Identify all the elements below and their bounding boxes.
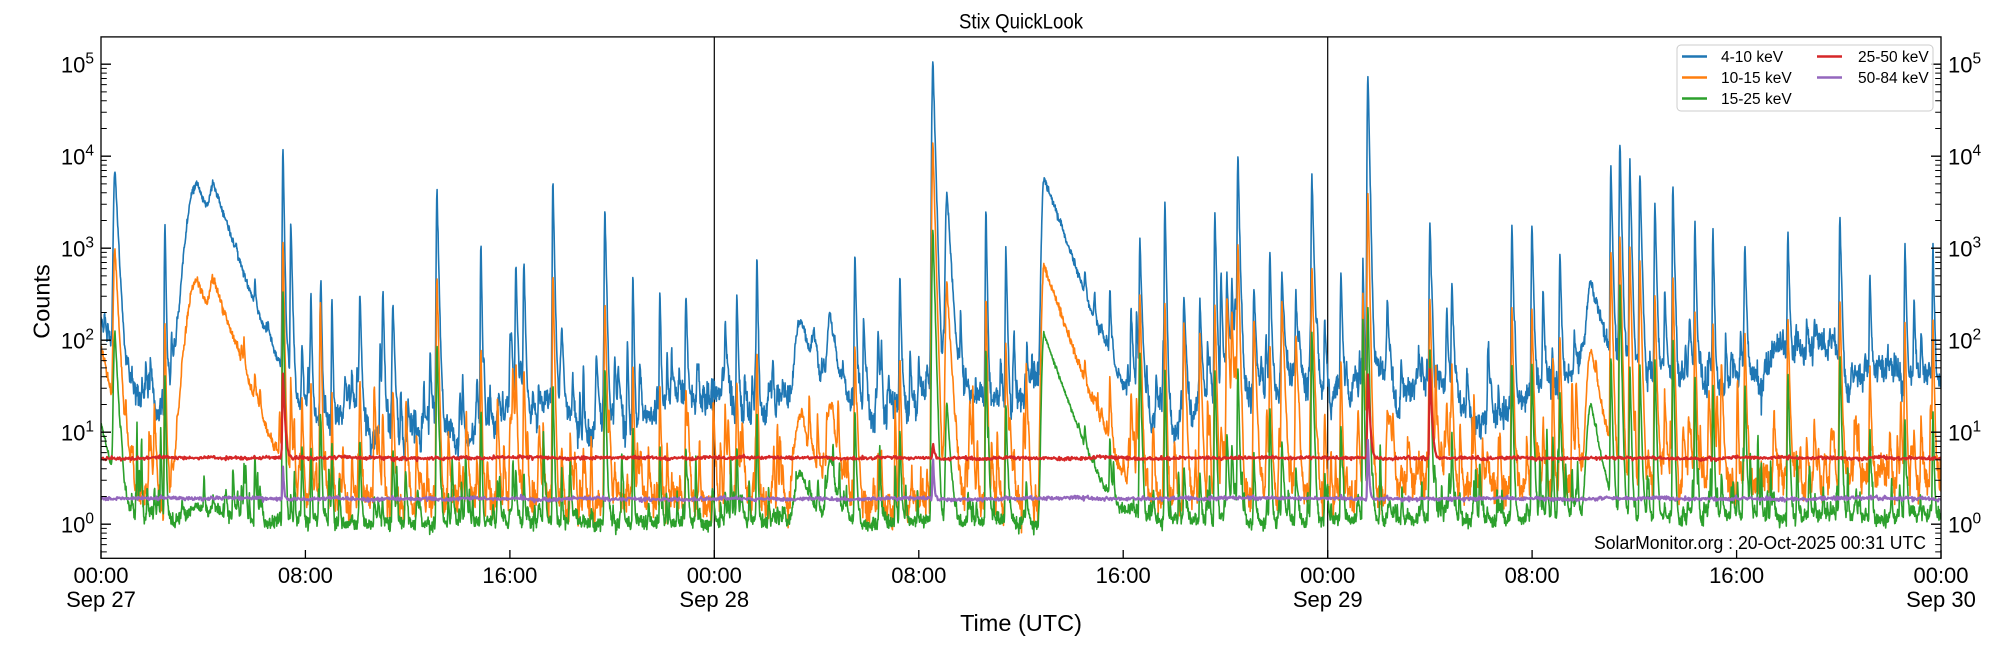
svg-text:00:00: 00:00: [1300, 563, 1355, 588]
svg-text:SolarMonitor.org : 20-Oct-2025: SolarMonitor.org : 20-Oct-2025 00:31 UTC: [1594, 533, 1926, 553]
svg-text:4-10 keV: 4-10 keV: [1721, 49, 1784, 66]
svg-text:10-15 keV: 10-15 keV: [1721, 70, 1792, 87]
svg-text:15-25 keV: 15-25 keV: [1721, 91, 1792, 108]
svg-text:08:00: 08:00: [1505, 563, 1560, 588]
svg-text:102: 102: [1948, 326, 1981, 353]
svg-text:00:00: 00:00: [1913, 563, 1968, 588]
svg-text:16:00: 16:00: [1096, 563, 1151, 588]
svg-text:50-84 keV: 50-84 keV: [1858, 70, 1929, 87]
svg-text:Time (UTC): Time (UTC): [960, 610, 1082, 636]
svg-text:Sep 30: Sep 30: [1906, 587, 1976, 612]
svg-text:08:00: 08:00: [278, 563, 333, 588]
svg-text:00:00: 00:00: [687, 563, 742, 588]
svg-text:16:00: 16:00: [482, 563, 537, 588]
svg-text:16:00: 16:00: [1709, 563, 1764, 588]
svg-text:08:00: 08:00: [891, 563, 946, 588]
svg-text:00:00: 00:00: [73, 563, 128, 588]
svg-text:25-50 keV: 25-50 keV: [1858, 49, 1929, 66]
svg-text:Counts: Counts: [29, 264, 55, 338]
svg-text:Sep 28: Sep 28: [679, 587, 749, 612]
svg-text:Sep 27: Sep 27: [66, 587, 136, 612]
svg-text:Sep 29: Sep 29: [1293, 587, 1363, 612]
svg-text:Stix QuickLook: Stix QuickLook: [959, 10, 1083, 34]
